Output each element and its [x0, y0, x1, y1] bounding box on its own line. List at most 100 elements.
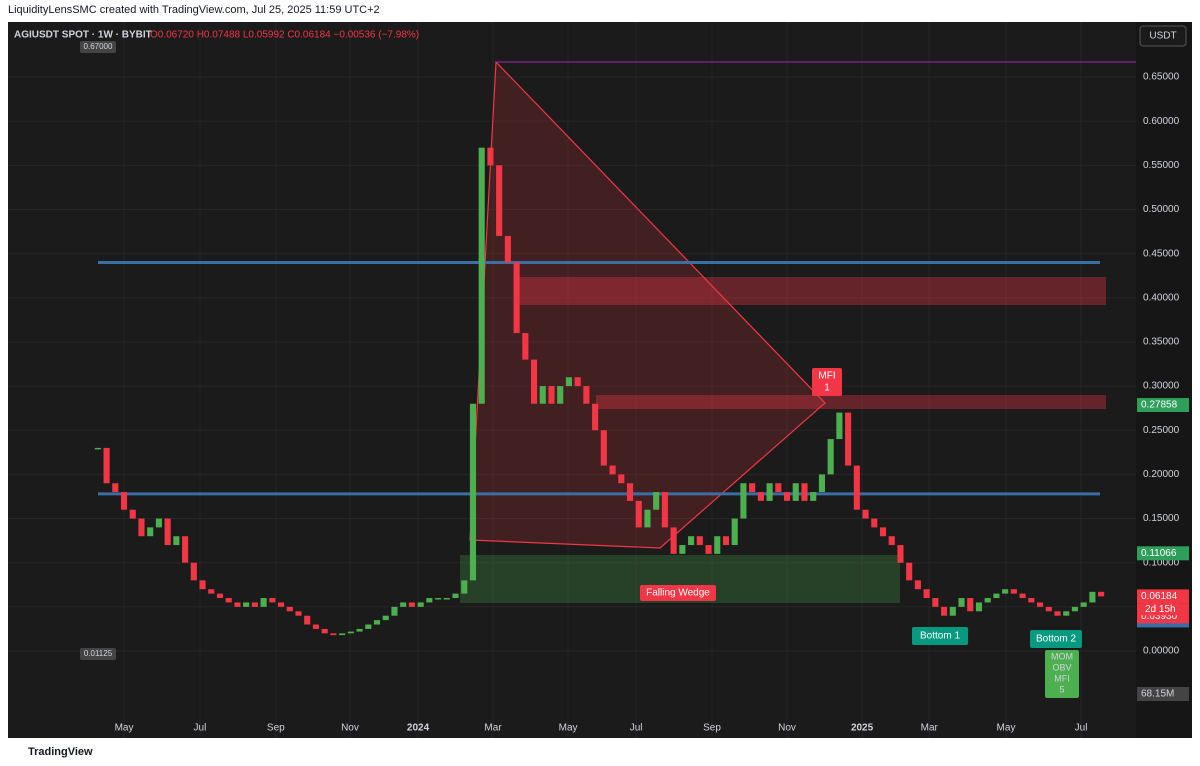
candle: [705, 545, 712, 554]
x-tick-label: May: [115, 723, 134, 734]
x-tick-label: Mar: [921, 723, 939, 734]
low-label: 0.01125: [84, 649, 113, 658]
candle: [417, 602, 424, 607]
candle: [670, 527, 677, 554]
y-tick-label: 0.25000: [1143, 425, 1180, 436]
currency-box[interactable]: [1139, 25, 1187, 47]
x-tick-label: Jul: [194, 723, 207, 734]
candle: [836, 412, 843, 440]
ohlc: O0.06720 H0.07488 L0.05992 C0.06184 −0.0…: [150, 30, 419, 41]
candle: [565, 377, 572, 387]
candle: [382, 615, 389, 621]
candle: [792, 483, 799, 501]
candle: [522, 333, 529, 360]
countdown-box: [1137, 603, 1189, 616]
candle: [321, 628, 328, 634]
candle: [1045, 606, 1052, 612]
candle: [626, 483, 634, 501]
candle: [897, 545, 904, 563]
candle: [243, 602, 250, 607]
candle: [574, 377, 581, 387]
candle: [714, 536, 721, 554]
candle: [1019, 593, 1026, 599]
price-label: 0.03930: [1141, 611, 1178, 622]
candle: [400, 602, 407, 607]
price-label: 0.11066: [1141, 548, 1177, 559]
x-tick-label: Sep: [267, 723, 285, 734]
candle: [182, 536, 189, 563]
candle: [583, 386, 590, 404]
candle: [914, 580, 921, 590]
currency[interactable]: USDT: [1149, 31, 1176, 42]
candle: [1071, 606, 1078, 612]
annotation: MFI: [1054, 673, 1070, 683]
candle: [609, 465, 616, 475]
y-tick-label: 0.00000: [1143, 646, 1180, 657]
annotation: MFI: [818, 371, 835, 382]
y-tick-label: 0.60000: [1143, 116, 1180, 127]
candle: [766, 483, 773, 501]
price-label-box: [1137, 589, 1189, 604]
candle: [461, 580, 468, 594]
x-tick-label: Sep: [703, 723, 721, 734]
candle: [530, 359, 538, 404]
candle: [138, 518, 145, 537]
candle: [225, 598, 232, 603]
symbol: AGIUSDT SPOT · 1W · BYBIT: [14, 30, 152, 41]
candle: [1054, 611, 1061, 616]
candle: [469, 403, 477, 581]
annotation: OBV: [1052, 662, 1071, 672]
candle: [1002, 589, 1009, 594]
annotation: MOM: [1051, 651, 1073, 661]
candle: [818, 474, 825, 493]
price-label-box: [1137, 398, 1189, 413]
candle: [304, 615, 311, 625]
candle: [278, 602, 285, 607]
candle: [504, 235, 511, 263]
candle: [906, 562, 913, 581]
candle: [295, 611, 302, 616]
candle: [783, 492, 791, 501]
y-tick-label: 0.65000: [1143, 72, 1180, 83]
candle: [949, 606, 956, 616]
candle: [967, 598, 974, 612]
candle: [810, 492, 817, 501]
y-tick-label: 0.50000: [1143, 204, 1180, 215]
candle: [923, 589, 930, 599]
candle: [757, 492, 764, 501]
candle: [260, 598, 267, 607]
candle: [408, 602, 415, 607]
candle: [688, 536, 695, 546]
candle: [1036, 602, 1044, 607]
price-label: 0.27858: [1141, 400, 1178, 411]
x-tick-label: May: [559, 723, 578, 734]
candle: [827, 439, 834, 475]
candle: [103, 447, 110, 484]
candle: [208, 589, 215, 594]
x-tick-label: Mar: [484, 723, 502, 734]
y-tick-label: 0.20000: [1143, 469, 1180, 480]
annotation: Falling Wedge: [646, 588, 710, 599]
candle: [984, 598, 991, 603]
candle: [147, 527, 154, 537]
candle: [339, 633, 346, 636]
y-tick-label: 0.30000: [1143, 381, 1180, 392]
annotation-box: [640, 585, 716, 601]
x-tick-label: May: [997, 723, 1016, 734]
x-tick-label: Nov: [778, 723, 796, 734]
candle: [173, 536, 180, 546]
candle: [347, 631, 354, 634]
candle: [190, 562, 197, 581]
y-tick-label: 0.55000: [1143, 160, 1180, 171]
candle: [1028, 598, 1035, 603]
candle: [94, 447, 101, 450]
price-label: 0.06184: [1141, 591, 1178, 602]
candle: [496, 165, 503, 236]
candle: [487, 147, 494, 166]
annotation-box: [912, 627, 968, 645]
y-tick-label: 0.15000: [1143, 513, 1180, 524]
price-label-box: [1137, 546, 1189, 561]
candle: [373, 620, 381, 625]
candle: [975, 602, 983, 612]
candle: [862, 509, 869, 519]
